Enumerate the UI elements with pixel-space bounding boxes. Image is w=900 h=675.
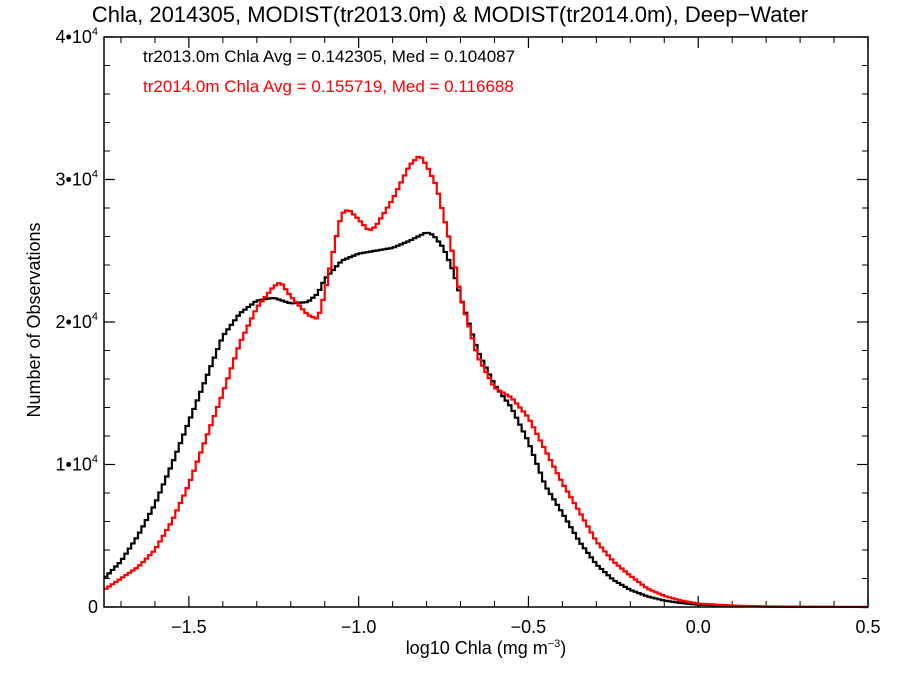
y-tick-label-base: 3•10 xyxy=(56,170,92,190)
y-tick-label: 2•104 xyxy=(56,311,98,332)
x-tick-label: 0.0 xyxy=(686,617,711,637)
y-tick-label-exponent: 4 xyxy=(92,311,98,323)
y-tick-label-exponent: 4 xyxy=(92,169,98,181)
y-tick-label: 3•104 xyxy=(56,169,98,190)
series-layer xyxy=(104,155,868,609)
x-tick-label: −1.5 xyxy=(171,617,207,637)
y-tick-label-exponent: 4 xyxy=(92,454,98,466)
x-axis-title: log10 Chla (mg m−3) xyxy=(406,638,567,658)
y-tick-label: 1•104 xyxy=(56,454,98,475)
y-tick-label: 4•104 xyxy=(56,26,98,47)
x-axis-title-close: ) xyxy=(560,638,566,658)
legend-entry-tr2014: tr2014.0m Chla Avg = 0.155719, Med = 0.1… xyxy=(143,77,514,96)
x-tick-label: −1.0 xyxy=(341,617,377,637)
x-axis-title-main: log10 Chla (mg m xyxy=(406,638,548,658)
y-tick-label-base: 1•10 xyxy=(56,455,92,475)
legend-entry-tr2013: tr2013.0m Chla Avg = 0.142305, Med = 0.1… xyxy=(143,47,515,66)
y-axis-title: Number of Observations xyxy=(24,222,44,417)
y-tick-label-base: 4•10 xyxy=(56,27,92,47)
x-tick-label: −0.5 xyxy=(511,617,547,637)
y-tick-label: 0 xyxy=(88,597,98,617)
y-tick-label-base: 2•10 xyxy=(56,312,92,332)
chart-title: Chla, 2014305, MODIST(tr2013.0m) & MODIS… xyxy=(92,2,808,27)
y-tick-label-exponent: 4 xyxy=(92,26,98,38)
series-line-tr2014.0m xyxy=(104,155,868,609)
x-axis-title-unit-exponent: −3 xyxy=(548,638,561,650)
series-line-tr2013.0m xyxy=(104,231,868,609)
y-tick-label-base: 0 xyxy=(88,597,98,617)
axis-ticks xyxy=(104,36,869,608)
plot-frame xyxy=(103,36,869,608)
x-tick-label: 0.5 xyxy=(855,617,880,637)
